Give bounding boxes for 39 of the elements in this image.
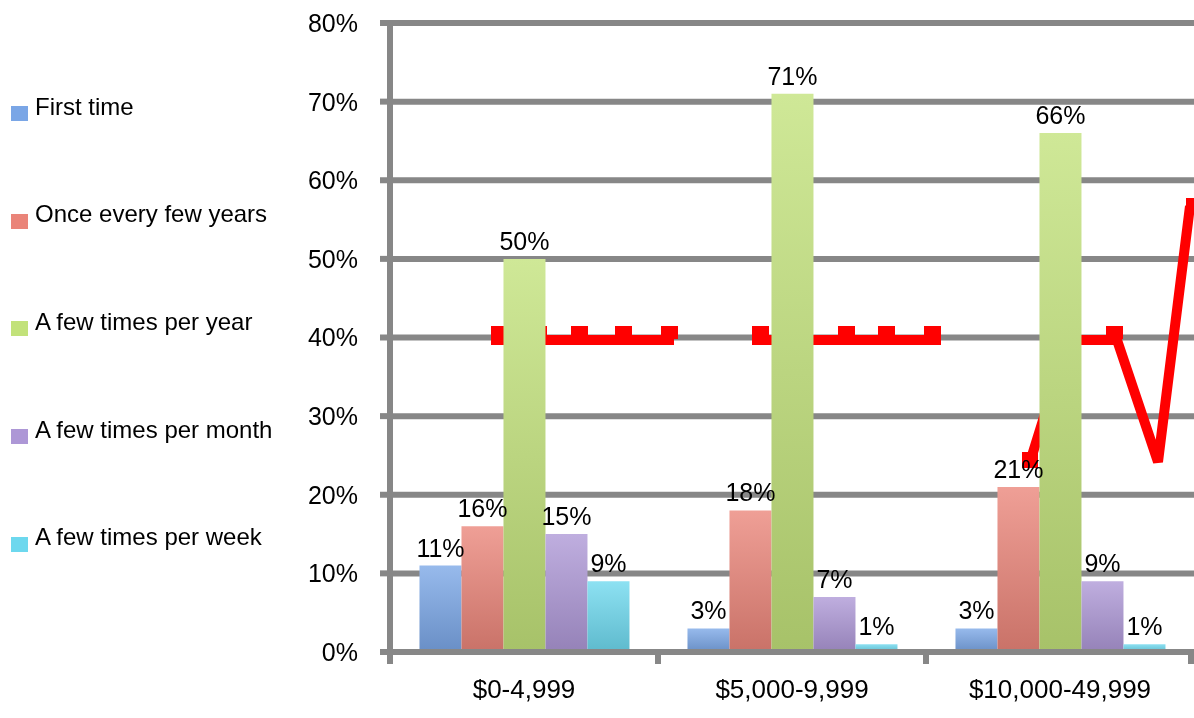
- data-label: 1%: [858, 612, 895, 641]
- y-tick-label: 40%: [307, 323, 358, 352]
- y-tick-label: 60%: [307, 166, 358, 195]
- y-tick-label: 10%: [307, 559, 358, 588]
- legend-label: A few times per month: [35, 415, 273, 444]
- y-tick-label: 80%: [307, 8, 358, 37]
- y-tick-label: 0%: [321, 637, 358, 666]
- bar: [997, 486, 1040, 652]
- bar: [587, 581, 630, 652]
- x-tick-label: $5,000-9,999: [715, 674, 869, 704]
- y-tick-label: 20%: [307, 480, 358, 509]
- legend-label: First time: [35, 92, 134, 121]
- legend-label: A few times per year: [35, 307, 253, 336]
- bar: [813, 596, 856, 652]
- legend-label: A few times per week: [35, 523, 262, 552]
- y-tick-label: 50%: [307, 244, 358, 273]
- y-tick-label: 30%: [307, 402, 358, 430]
- data-label: 3%: [690, 596, 727, 625]
- data-label: 21%: [993, 454, 1044, 483]
- data-label: 3%: [958, 596, 995, 625]
- data-label: 18%: [725, 478, 776, 507]
- data-label: 66%: [1035, 101, 1086, 130]
- data-label: 1%: [1126, 612, 1163, 641]
- y-tick-label: 70%: [307, 87, 358, 116]
- x-tick-label: $0-4,999: [472, 674, 576, 704]
- data-label: 16%: [457, 494, 508, 523]
- bar: [729, 510, 772, 652]
- data-label: 9%: [590, 549, 627, 578]
- data-label: 7%: [816, 564, 853, 593]
- x-tick-label: $10,000-49,999: [968, 674, 1152, 704]
- data-label: 50%: [499, 226, 550, 255]
- bar: [419, 565, 462, 652]
- bar: [1081, 581, 1124, 652]
- legend-label: Once every few years: [35, 200, 268, 229]
- data-label: 9%: [1084, 549, 1121, 578]
- data-label: 71%: [767, 61, 818, 90]
- bar: [545, 534, 588, 652]
- data-label: 11%: [416, 533, 465, 562]
- data-label: 15%: [541, 502, 592, 531]
